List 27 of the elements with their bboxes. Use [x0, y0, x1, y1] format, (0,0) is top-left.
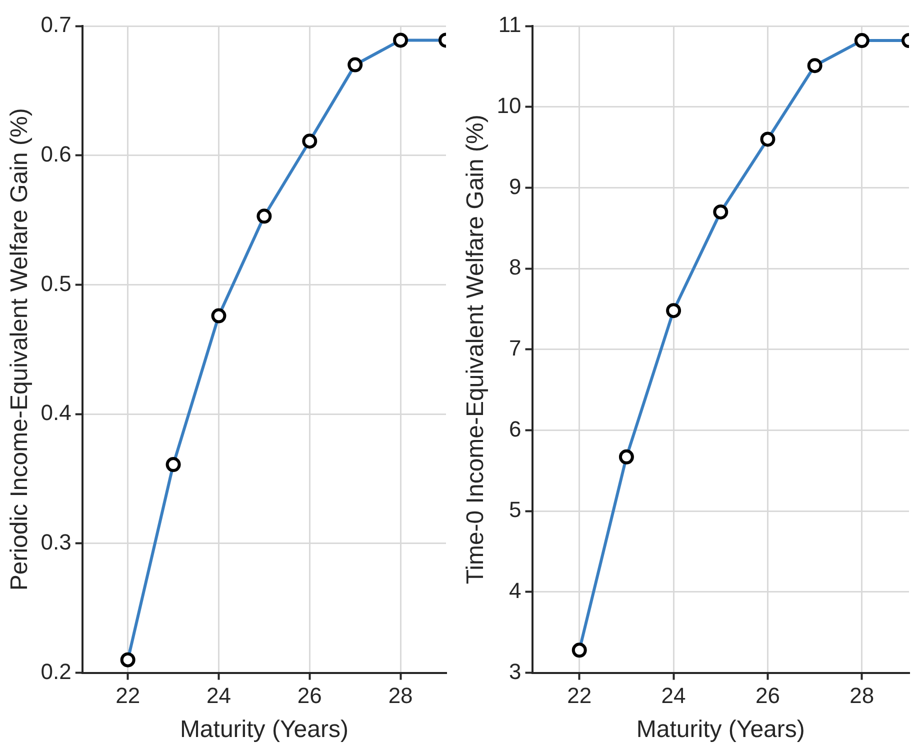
- y-tick-label: 11: [498, 12, 522, 38]
- y-tick-label: 6: [509, 416, 522, 442]
- x-tick-label: 26: [755, 683, 780, 708]
- x-tick-label: 22: [567, 683, 592, 708]
- y-tick-label: 0.2: [40, 658, 72, 684]
- y-tick-label: 5: [509, 497, 522, 522]
- y-tick-label: 0.3: [40, 530, 72, 555]
- y-axis-title: Periodic Income-Equivalent Welfare Gain (%): [6, 108, 34, 591]
- x-tick-label: 28: [850, 683, 874, 708]
- y-axis-title: Time-0 Income-Equivalent Welfare Gain (%): [462, 114, 490, 584]
- y-tick-label: 10: [496, 92, 522, 118]
- y-tick-label: 0.4: [40, 400, 72, 426]
- y-tick-label: 3: [509, 658, 522, 684]
- x-axis-title: Maturity (Years): [636, 716, 805, 744]
- x-tick-label: 26: [297, 683, 322, 708]
- x-tick-label: 28: [388, 683, 413, 708]
- y-tick-label: 0.5: [40, 270, 72, 296]
- x-tick-label: 24: [206, 683, 231, 708]
- x-tick-label: 22: [116, 683, 140, 708]
- x-axis-title: Maturity (Years): [180, 716, 348, 744]
- x-tick-label: 24: [661, 683, 686, 708]
- y-tick-label: 4: [509, 578, 522, 604]
- y-tick-label: 0.6: [40, 141, 72, 166]
- y-tick-label: 7: [509, 335, 522, 360]
- y-tick-label: 8: [509, 254, 522, 280]
- y-tick-label: 0.7: [40, 12, 72, 38]
- y-tick-label: 9: [509, 174, 522, 199]
